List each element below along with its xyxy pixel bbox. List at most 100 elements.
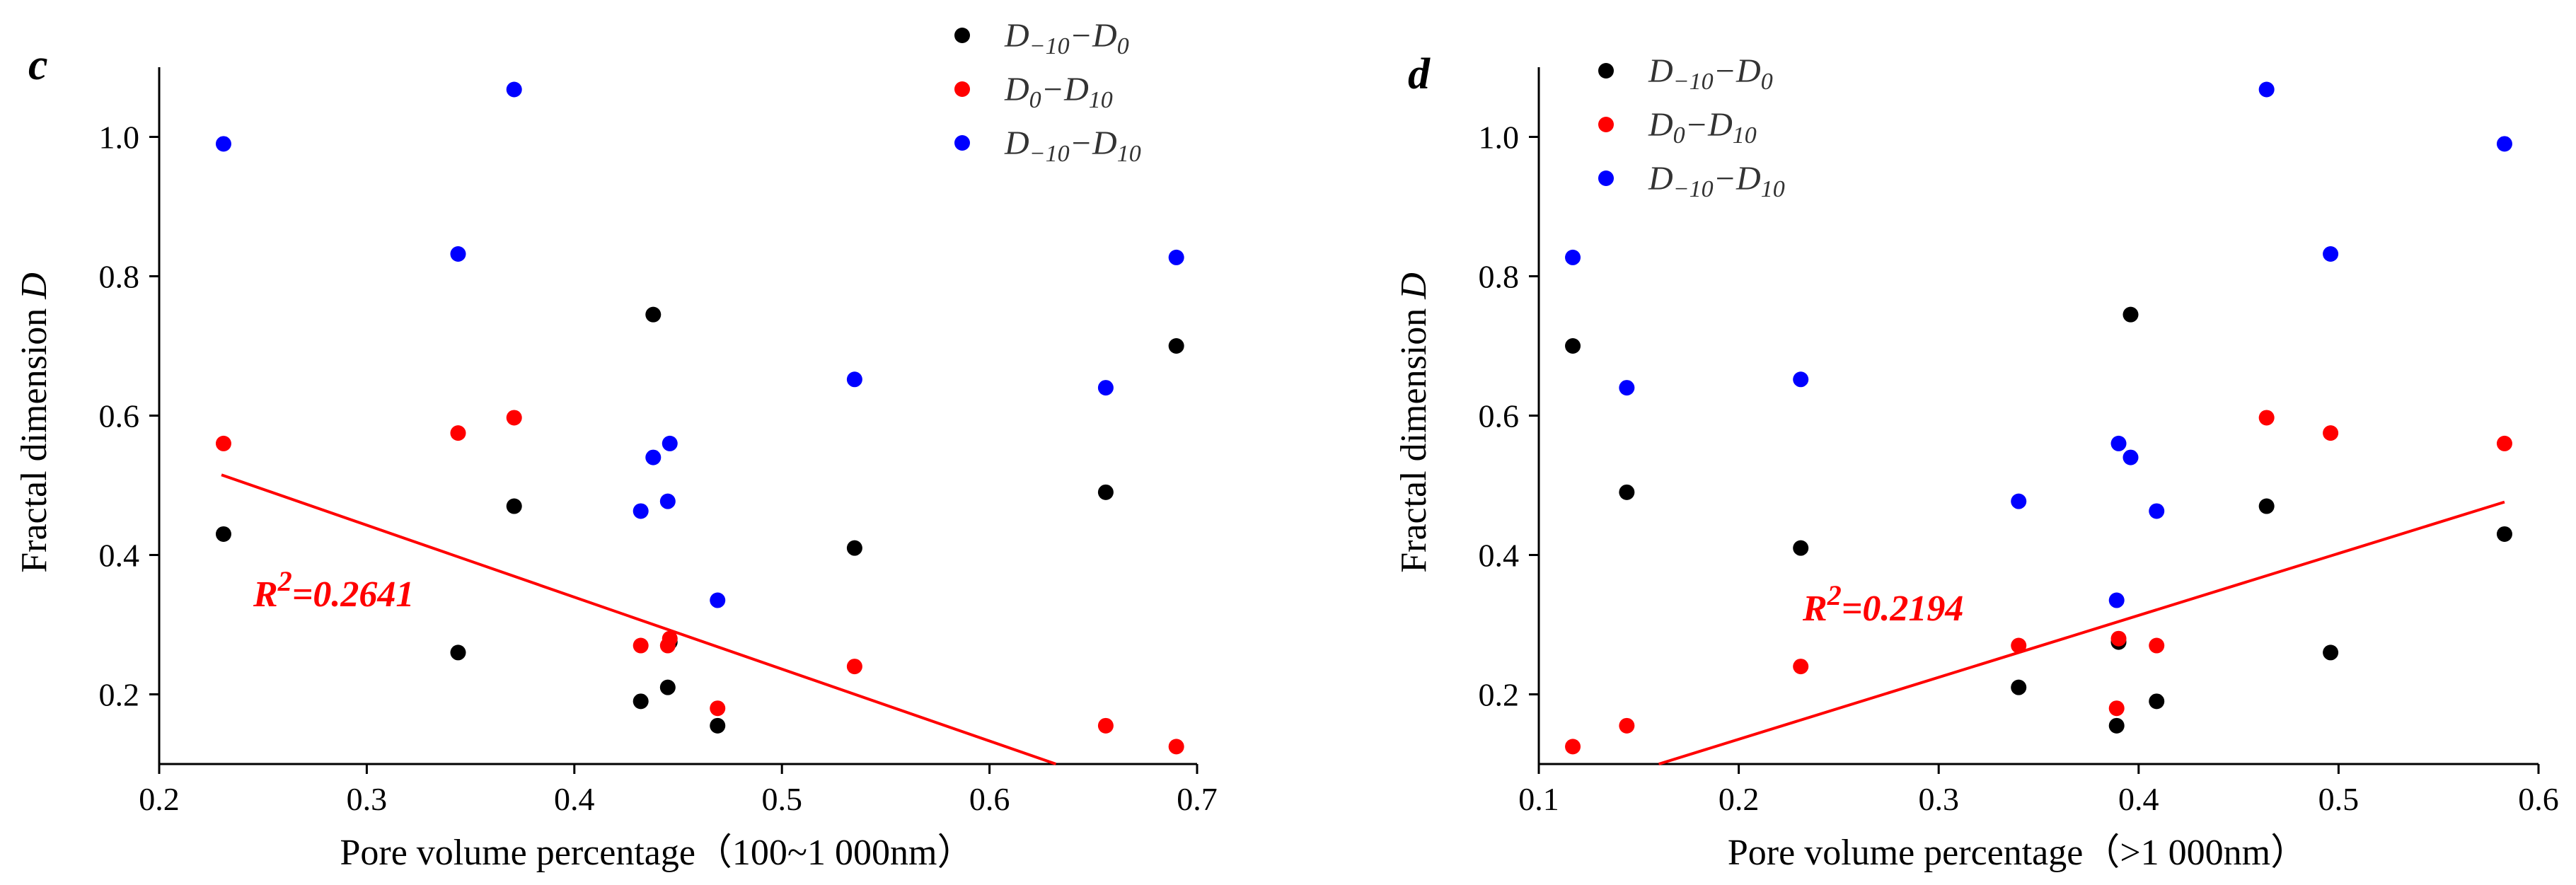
data-point xyxy=(2323,245,2339,262)
legend-marker xyxy=(1598,170,1614,186)
panel-d: 0.1 0.2 0.3 0.4 0.5 0.6 0.2 0.4 0.6 0.8 1.0 Pore vo… xyxy=(1394,50,2559,873)
data-point xyxy=(633,693,649,710)
y-tick-label: 0.4 xyxy=(99,538,140,574)
data-point xyxy=(659,679,676,695)
data-point xyxy=(1565,739,1581,755)
data-point xyxy=(659,493,676,509)
y-tick-label: 0.6 xyxy=(1479,398,1520,434)
data-point xyxy=(1097,380,1114,396)
data-point xyxy=(645,306,662,323)
data-point xyxy=(2323,425,2339,441)
data-point xyxy=(2110,630,2127,647)
y-axis-label: Fractal dimension D xyxy=(1394,272,1434,573)
data-point xyxy=(2149,693,2165,710)
x-tick-label: 0.6 xyxy=(2518,781,2559,817)
data-point xyxy=(2496,435,2512,451)
data-point xyxy=(2496,136,2512,152)
x-tick-label: 0.3 xyxy=(1918,781,1959,817)
legend-label: D−10−D10 xyxy=(1648,160,1785,202)
data-point xyxy=(215,526,231,542)
data-point xyxy=(2149,637,2165,654)
data-point xyxy=(2149,503,2165,519)
legend-marker xyxy=(954,135,970,151)
data-point xyxy=(710,700,726,717)
x-tick-label: 0.3 xyxy=(347,781,388,817)
data-point xyxy=(1168,338,1184,354)
data-point xyxy=(1565,338,1581,354)
data-point xyxy=(710,592,726,608)
data-point xyxy=(846,371,862,388)
data-point xyxy=(1619,484,1635,500)
data-point xyxy=(2122,449,2139,465)
data-point xyxy=(2258,81,2275,98)
x-tick-label: 0.6 xyxy=(969,781,1010,817)
data-point xyxy=(633,503,649,519)
data-point xyxy=(506,81,522,98)
data-point xyxy=(2108,717,2125,734)
x-axis-label: Pore volume percentage（100~1 000nm） xyxy=(340,833,974,873)
y-tick-label: 0.4 xyxy=(1479,538,1520,574)
data-point xyxy=(2323,644,2339,661)
data-point xyxy=(2122,306,2139,323)
data-point xyxy=(1793,540,1809,556)
legend-label: D0−D10 xyxy=(1004,71,1113,113)
x-tick-label: 0.4 xyxy=(554,781,595,817)
data-point xyxy=(662,630,678,647)
legend-marker xyxy=(954,81,970,97)
r-squared-label: R2=0.2194 xyxy=(1802,579,1963,630)
y-tick-label: 0.8 xyxy=(99,259,140,295)
data-point xyxy=(1168,739,1184,755)
x-tick-label: 0.2 xyxy=(1719,781,1760,817)
legend-label: D0−D10 xyxy=(1648,106,1757,149)
y-tick-label: 0.2 xyxy=(1479,677,1520,713)
data-point xyxy=(710,717,726,734)
data-point xyxy=(2108,592,2125,608)
data-point xyxy=(506,410,522,426)
data-point xyxy=(1097,484,1114,500)
data-point xyxy=(2496,526,2512,542)
data-point xyxy=(2011,493,2027,509)
legend-marker xyxy=(1598,63,1614,79)
legend-marker xyxy=(1598,117,1614,132)
data-point xyxy=(2110,435,2127,451)
data-point xyxy=(215,435,231,451)
data-point xyxy=(450,245,466,262)
data-point xyxy=(506,498,522,514)
legend-marker xyxy=(954,28,970,43)
x-axis-label: Pore volume percentage（>1 000nm） xyxy=(1728,833,2307,873)
panel-c: 0.2 0.3 0.4 0.5 0.6 0.7 0.2 0.4 0.6 0.8 1.0 Pore vo… xyxy=(14,17,1218,873)
data-point xyxy=(846,540,862,556)
trend-line xyxy=(221,473,1057,765)
data-point xyxy=(1168,249,1184,265)
legend-label: D−10−D0 xyxy=(1004,17,1129,59)
panel-letter: d xyxy=(1408,50,1431,98)
data-point xyxy=(2108,700,2125,717)
data-point xyxy=(662,435,678,451)
x-tick-label: 0.5 xyxy=(761,781,802,817)
y-tick-label: 0.6 xyxy=(99,398,140,434)
x-tick-label: 0.5 xyxy=(2318,781,2360,817)
data-point xyxy=(645,449,662,465)
data-point xyxy=(450,425,466,441)
y-tick-label: 1.0 xyxy=(1479,120,1520,156)
trend-line xyxy=(1658,500,2505,765)
data-point xyxy=(1619,717,1635,734)
data-point xyxy=(2011,637,2027,654)
data-point xyxy=(2258,410,2275,426)
data-point xyxy=(2258,498,2275,514)
data-point xyxy=(633,637,649,654)
r-squared-label: R2=0.2641 xyxy=(253,565,414,615)
x-tick-label: 0.7 xyxy=(1177,781,1218,817)
y-tick-label: 0.8 xyxy=(1479,259,1520,295)
y-tick-label: 1.0 xyxy=(99,120,140,156)
data-point xyxy=(1793,371,1809,388)
panel-letter: c xyxy=(28,41,48,89)
data-point xyxy=(1097,717,1114,734)
data-point xyxy=(846,659,862,675)
data-point xyxy=(2011,679,2027,695)
data-point xyxy=(450,644,466,661)
y-tick-label: 0.2 xyxy=(99,677,140,713)
legend-label: D−10−D0 xyxy=(1648,52,1773,95)
data-point xyxy=(1619,380,1635,396)
